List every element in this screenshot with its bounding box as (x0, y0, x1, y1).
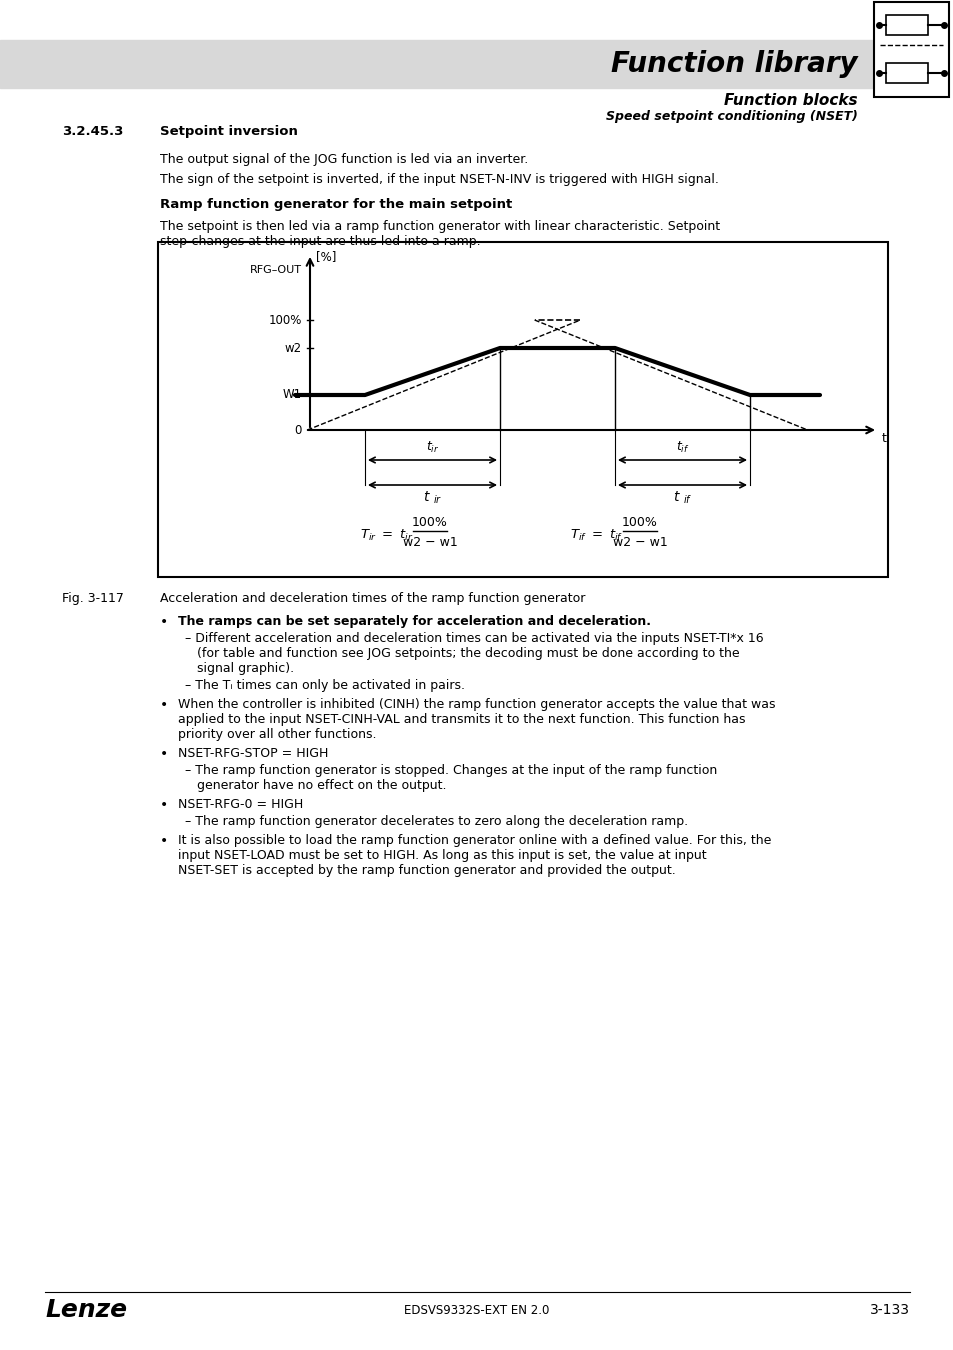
Text: •: • (160, 616, 168, 629)
Text: – The Tᵢ times can only be activated in pairs.: – The Tᵢ times can only be activated in … (185, 679, 464, 693)
Text: NSET-RFG-0 = HIGH: NSET-RFG-0 = HIGH (178, 798, 303, 811)
Text: $T_{if}\ =\ t_{if}$: $T_{if}\ =\ t_{if}$ (569, 528, 622, 543)
Text: Function library: Function library (611, 50, 857, 78)
Text: (for table and function see JOG setpoints; the decoding must be done according t: (for table and function see JOG setpoint… (185, 647, 739, 660)
Text: NSET-RFG-STOP = HIGH: NSET-RFG-STOP = HIGH (178, 747, 328, 760)
Text: $T_{ir}\ =\ t_{ir}$: $T_{ir}\ =\ t_{ir}$ (359, 528, 414, 543)
Text: Ramp function generator for the main setpoint: Ramp function generator for the main set… (160, 198, 512, 211)
Text: The ramps can be set separately for acceleration and deceleration.: The ramps can be set separately for acce… (178, 616, 650, 628)
Text: When the controller is inhibited (CINH) the ramp function generator accepts the : When the controller is inhibited (CINH) … (178, 698, 775, 711)
Text: Speed setpoint conditioning (NSET): Speed setpoint conditioning (NSET) (605, 109, 857, 123)
Text: W1: W1 (283, 389, 302, 401)
Text: t: t (882, 432, 886, 446)
Text: – The ramp function generator decelerates to zero along the deceleration ramp.: – The ramp function generator decelerate… (185, 815, 687, 828)
Text: applied to the input NSET-CINH-VAL and transmits it to the next function. This f: applied to the input NSET-CINH-VAL and t… (178, 713, 744, 726)
Text: The sign of the setpoint is inverted, if the input NSET-N-INV is triggered with : The sign of the setpoint is inverted, if… (160, 173, 719, 186)
Text: priority over all other functions.: priority over all other functions. (178, 728, 376, 741)
Text: – The ramp function generator is stopped. Changes at the input of the ramp funct: – The ramp function generator is stopped… (185, 764, 717, 778)
Text: signal graphic).: signal graphic). (185, 662, 294, 675)
Bar (158, 242, 887, 576)
Text: The setpoint is then led via a ramp function generator with linear characteristi: The setpoint is then led via a ramp func… (160, 220, 720, 234)
Text: Lenze: Lenze (45, 1297, 127, 1322)
Text: The output signal of the JOG function is led via an inverter.: The output signal of the JOG function is… (160, 153, 528, 166)
Text: 100%: 100% (412, 517, 448, 529)
Text: $t_{ir}$: $t_{ir}$ (425, 440, 438, 455)
Text: w2: w2 (285, 342, 302, 355)
Text: [%]: [%] (315, 250, 336, 263)
Text: Function blocks: Function blocks (723, 93, 857, 108)
Text: It is also possible to load the ramp function generator online with a defined va: It is also possible to load the ramp fun… (178, 834, 771, 846)
Text: NSET-SET is accepted by the ramp function generator and provided the output.: NSET-SET is accepted by the ramp functio… (178, 864, 675, 878)
Text: $t\ _{ir}$: $t\ _{ir}$ (422, 490, 441, 506)
Text: 3.2.45.3: 3.2.45.3 (62, 126, 123, 138)
Bar (0, 40, 871, 88)
Text: RFG–OUT: RFG–OUT (250, 265, 302, 275)
Bar (885, 63, 927, 82)
Text: •: • (160, 747, 168, 761)
Text: step-changes at the input are thus led into a ramp.: step-changes at the input are thus led i… (160, 235, 480, 248)
Text: Acceleration and deceleration times of the ramp function generator: Acceleration and deceleration times of t… (160, 593, 585, 605)
Text: 100%: 100% (621, 517, 658, 529)
Bar (873, 1, 948, 97)
Text: •: • (160, 698, 168, 711)
Text: EDSVS9332S-EXT EN 2.0: EDSVS9332S-EXT EN 2.0 (404, 1304, 549, 1316)
Text: $t\ _{if}$: $t\ _{if}$ (672, 490, 692, 506)
Text: w2 − w1: w2 − w1 (402, 536, 456, 549)
Text: Fig. 3-117: Fig. 3-117 (62, 593, 124, 605)
Text: – Different acceleration and deceleration times can be activated via the inputs : – Different acceleration and deceleratio… (185, 632, 762, 645)
Text: $t_{if}$: $t_{if}$ (675, 440, 688, 455)
Text: 100%: 100% (269, 313, 302, 327)
Text: •: • (160, 834, 168, 848)
Text: input NSET-LOAD must be set to HIGH. As long as this input is set, the value at : input NSET-LOAD must be set to HIGH. As … (178, 849, 706, 863)
Text: Setpoint inversion: Setpoint inversion (160, 126, 297, 138)
Bar (885, 15, 927, 35)
Text: w2 − w1: w2 − w1 (612, 536, 667, 549)
Text: •: • (160, 798, 168, 811)
Text: 0: 0 (294, 424, 302, 436)
Text: generator have no effect on the output.: generator have no effect on the output. (185, 779, 446, 792)
Text: 3-133: 3-133 (869, 1303, 909, 1318)
